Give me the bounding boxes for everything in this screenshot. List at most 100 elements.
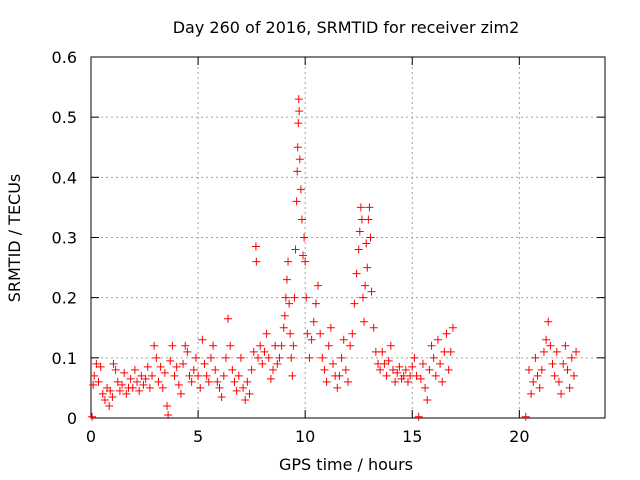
data-point-0-75 [243,377,252,386]
data-point-0-142 [354,245,363,254]
data-point-0-52 [194,371,203,380]
data-point-0-211 [561,341,570,350]
data-point-0-81 [254,353,263,362]
data-point-0-138 [346,341,355,350]
data-point-0-195 [527,389,536,398]
y-tick-label-3: 0.3 [52,229,77,248]
data-point-0-186 [436,359,445,368]
data-point-0-152 [365,203,374,212]
data-point-0-10 [106,386,115,395]
data-point-0-3 [92,359,101,368]
data-point-0-122 [311,299,320,308]
data-point-0-194 [524,365,533,374]
data-point-0-47 [183,347,192,356]
data-point-0-67 [226,341,235,350]
y-tick-label-2: 0.2 [52,289,77,308]
data-point-0-62 [215,383,224,392]
data-point-0-48 [185,371,194,380]
data-point-0-56 [202,371,211,380]
y-tick-label-0: 0 [67,409,77,428]
data-point-0-175 [412,371,421,380]
data-point-0-55 [200,359,209,368]
data-point-0-50 [189,365,198,374]
data-point-0-93 [279,323,288,332]
data-point-0-66 [224,314,233,323]
data-point-0-11 [108,392,117,401]
data-point-0-13 [111,365,120,374]
data-point-0-180 [423,395,432,404]
data-point-0-14 [113,377,122,386]
data-point-0-5 [96,362,105,371]
data-point-0-140 [350,299,359,308]
data-point-0-151 [364,215,373,224]
data-point-0-146 [358,293,367,302]
data-point-0-158 [376,365,385,374]
data-point-0-185 [433,335,442,344]
data-point-0-111 [295,155,304,164]
data-point-0-198 [533,371,542,380]
data-point-0-201 [539,347,548,356]
y-tick-label-6: 0.6 [52,48,77,67]
data-point-0-83 [258,359,267,368]
data-point-0-170 [401,365,410,374]
data-point-0-119 [305,353,314,362]
data-point-0-178 [418,359,427,368]
data-point-0-28 [143,362,152,371]
data-point-0-79 [251,242,260,251]
data-point-0-27 [141,374,150,383]
x-axis-label: GPS time / hours [279,455,413,474]
data-point-0-39 [166,356,175,365]
data-point-0-34 [156,362,165,371]
data-point-0-147 [360,317,369,326]
data-point-0-101 [288,371,297,380]
data-point-0-174 [410,353,419,362]
data-point-0-76 [245,389,254,398]
data-point-0-135 [339,335,348,344]
data-point-0-105 [292,197,301,206]
data-point-0-199 [535,383,544,392]
data-point-0-80 [252,257,261,266]
data-point-0-130 [329,359,338,368]
data-point-0-215 [569,371,578,380]
data-point-0-74 [241,395,250,404]
data-point-0-54 [198,335,207,344]
data-point-0-143 [355,227,364,236]
x-tick-label-1: 5 [193,427,203,446]
data-point-0-32 [152,353,161,362]
data-point-0-37 [163,401,172,410]
data-point-0-154 [367,287,376,296]
data-point-0-9 [105,401,114,410]
data-point-0-205 [548,359,557,368]
data-point-0-121 [309,317,318,326]
data-point-0-125 [318,353,327,362]
data-point-0-128 [324,341,333,350]
data-point-0-60 [211,365,220,374]
data-point-0-209 [557,389,566,398]
data-point-0-192 [448,323,457,332]
y-tick-label-4: 0.4 [52,168,77,187]
data-point-0-153 [366,233,375,242]
y-tick-label-5: 0.5 [52,108,77,127]
data-point-0-167 [395,362,404,371]
data-point-0-196 [529,377,538,386]
data-point-0-176 [414,412,423,421]
data-point-0-129 [326,323,335,332]
data-point-0-166 [393,368,402,377]
data-point-0-92 [277,341,286,350]
data-point-0-36 [160,368,169,377]
data-point-0-1 [89,380,98,389]
series-0 [88,95,581,421]
x-tick-label-4: 20 [509,427,529,446]
data-point-0-30 [148,371,157,380]
data-point-0-6 [98,389,107,398]
data-point-0-98 [285,299,294,308]
data-point-0-90 [273,359,282,368]
data-point-0-96 [282,275,291,284]
data-point-0-114 [299,251,308,260]
data-point-0-136 [341,365,350,374]
data-point-0-115 [300,233,309,242]
data-point-0-104 [291,245,300,254]
data-point-0-179 [421,383,430,392]
data-point-0-206 [550,371,559,380]
